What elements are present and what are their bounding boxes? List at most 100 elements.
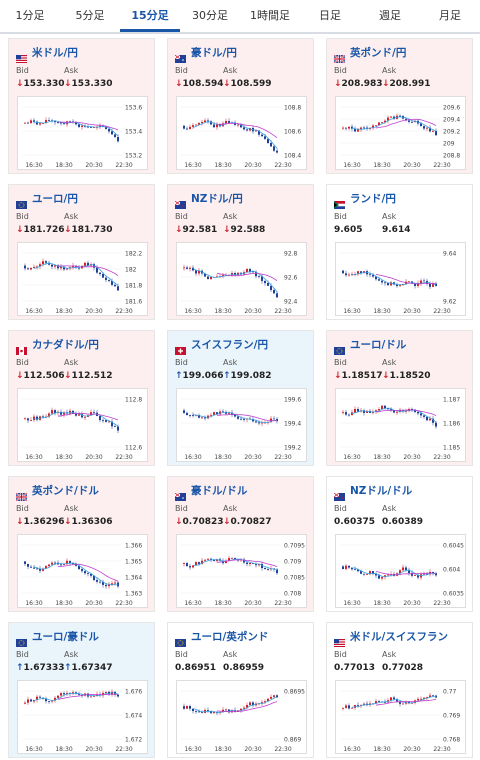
candle-body xyxy=(345,127,347,129)
candle-body xyxy=(402,567,404,571)
pair-name-link[interactable]: ユーロ/ドル xyxy=(350,338,407,351)
mini-chart[interactable]: 199.6 199.4 199.2 16:30 18:30 20:30 22:30 xyxy=(176,388,307,462)
pair-name-link[interactable]: ユーロ/豪ドル xyxy=(32,630,99,643)
mini-chart[interactable]: 0.8695 0.869 16:30 18:30 20:30 22:30 xyxy=(176,680,307,754)
candle-body xyxy=(384,575,386,578)
currency-card[interactable]: 英ポンド/ドル Bid Ask ↓1.36296 ↓1.36306 1.366 1.365 1… xyxy=(8,476,155,612)
x-tick-label: 22:30 xyxy=(433,454,450,461)
pair-name-link[interactable]: 英ポンド/円 xyxy=(350,46,407,59)
pair-name-link[interactable]: ユーロ/円 xyxy=(32,192,78,205)
ask-price: 1.18520 xyxy=(389,371,431,381)
candle-body xyxy=(54,562,56,564)
currency-card[interactable]: 英ポンド/円 Bid Ask ↓208.983 ↓208.991 209.6 209.4 20… xyxy=(326,38,473,174)
candlestick-chart: 0.7095 0.709 0.7085 0.708 16:30 18:30 20:30 22:… xyxy=(181,543,305,607)
tab-2[interactable]: 15分足 xyxy=(120,0,180,32)
mini-chart[interactable]: 153.6 153.4 153.2 16:30 18:30 20:30 22:30 xyxy=(17,96,148,170)
candle-body xyxy=(369,571,371,575)
x-tick-label: 18:30 xyxy=(373,746,390,753)
bid-price: 9.605 xyxy=(334,225,363,235)
x-tick-label: 16:30 xyxy=(184,746,201,753)
candle-body xyxy=(264,701,266,703)
candle-body xyxy=(39,568,41,571)
pair-name-link[interactable]: 豪ドル/ドル xyxy=(191,484,248,497)
candlestick-chart: 199.6 199.4 199.2 16:30 18:30 20:30 22:30 xyxy=(181,397,301,461)
tab-4[interactable]: 1時間足 xyxy=(250,9,290,22)
candle-body xyxy=(228,121,230,123)
card-title: 豪ドル/ドル xyxy=(174,483,248,501)
bid-label: Bid xyxy=(175,650,188,659)
candle-body xyxy=(276,293,278,298)
moving-average-long xyxy=(57,412,119,421)
candle-body xyxy=(33,120,35,122)
mini-chart[interactable]: 1.366 1.365 1.364 1.363 16:30 18:30 20:30 22:30 xyxy=(17,534,148,608)
candle-body xyxy=(396,699,398,702)
tab-5[interactable]: 日足 xyxy=(319,9,341,22)
currency-card[interactable]: NZドル/ドル Bid Ask 0.60375 0.60389 0.6045 0.604 0.… xyxy=(326,476,473,612)
candle-body xyxy=(225,560,227,564)
candle-body xyxy=(192,565,194,568)
ask-value: 9.614 xyxy=(382,225,410,235)
currency-card[interactable]: NZドル/円 Bid Ask ↓92.581 ↓92.588 92.8 92.6 92.4 16… xyxy=(167,184,314,320)
pair-name-link[interactable]: ランド/円 xyxy=(350,192,396,205)
candle-body xyxy=(384,120,386,123)
currency-card[interactable]: 豪ドル/ドル Bid Ask ↓0.70823 ↓0.70827 0.7095 0.709 0… xyxy=(167,476,314,612)
tab-6[interactable]: 週足 xyxy=(379,9,401,22)
candle-body xyxy=(414,574,416,576)
arrow-down-icon: ↓ xyxy=(64,225,72,235)
tab-0[interactable]: 1分足 xyxy=(15,9,45,22)
pair-name-link[interactable]: カナダドル/円 xyxy=(32,338,99,351)
currency-card[interactable]: 豪ドル/円 Bid Ask ↓108.594 ↓108.599 108.8 108.6 108… xyxy=(167,38,314,174)
currency-card[interactable]: ランド/円 Bid Ask 9.605 9.614 9.64 9.62 16:30 18:30 2… xyxy=(326,184,473,320)
mini-chart[interactable]: 9.64 9.62 16:30 18:30 20:30 22:30 xyxy=(335,242,466,316)
mini-chart[interactable]: 108.8 108.6 108.4 16:30 18:30 20:30 22:30 xyxy=(176,96,307,170)
candle-body xyxy=(414,409,416,412)
currency-card[interactable]: 米ドル/スイスフラン Bid Ask 0.77013 0.77028 0.77 0.769 0… xyxy=(326,622,473,758)
candle-body xyxy=(264,280,266,284)
mini-chart[interactable]: 0.7095 0.709 0.7085 0.708 16:30 18:30 20:30 22:… xyxy=(176,534,307,608)
moving-average-long xyxy=(216,122,278,139)
pair-name-link[interactable]: スイスフラン/円 xyxy=(191,338,269,351)
tab-1[interactable]: 5分足 xyxy=(75,9,105,22)
mini-chart[interactable]: 182.2 182 181.8 181.6 16:30 18:30 20:30 22:30 xyxy=(17,242,148,316)
currency-card[interactable]: ユーロ/豪ドル Bid Ask ↑1.67333 ↑1.67347 1.676 1.674 1… xyxy=(8,622,155,758)
tab-3[interactable]: 30分足 xyxy=(192,9,228,22)
currency-card[interactable]: ユーロ/ドル Bid Ask ↓1.18517 ↓1.18520 1.187 1.186 1.… xyxy=(326,330,473,466)
candle-body xyxy=(192,267,194,271)
tab-7[interactable]: 月足 xyxy=(439,9,461,22)
pair-name-link[interactable]: NZドル/ドル xyxy=(350,484,413,497)
candle-body xyxy=(183,125,185,129)
mini-chart[interactable]: 0.77 0.769 0.768 16:30 18:30 20:30 22:30 xyxy=(335,680,466,754)
mini-chart[interactable]: 92.8 92.6 92.4 16:30 18:30 20:30 22:30 xyxy=(176,242,307,316)
currency-card[interactable]: 米ドル/円 Bid Ask ↓153.330 ↓153.330 153.6 153.4 153… xyxy=(8,38,155,174)
candle-body xyxy=(36,121,38,125)
pair-name-link[interactable]: NZドル/円 xyxy=(191,192,243,205)
pair-name-link[interactable]: 米ドル/スイスフラン xyxy=(350,630,449,643)
candle-body xyxy=(384,702,386,703)
candle-body xyxy=(204,559,206,561)
pair-name-link[interactable]: 豪ドル/円 xyxy=(191,46,237,59)
mini-chart[interactable]: 112.8 112.6 16:30 18:30 20:30 22:30 xyxy=(17,388,148,462)
pair-name-link[interactable]: 米ドル/円 xyxy=(32,46,78,59)
mini-chart[interactable]: 1.676 1.674 1.672 16:30 18:30 20:30 22:30 xyxy=(17,680,148,754)
currency-card[interactable]: スイスフラン/円 Bid Ask ↑199.066 ↑199.082 199.6 199.4… xyxy=(167,330,314,466)
x-tick-label: 22:30 xyxy=(115,162,132,169)
candle-body xyxy=(93,264,95,268)
pair-name-link[interactable]: ユーロ/英ポンド xyxy=(191,630,269,643)
candle-body xyxy=(207,558,209,560)
candle-body xyxy=(357,704,359,706)
candle-body xyxy=(432,418,434,423)
currency-card[interactable]: ユーロ/円 Bid Ask ↓181.726 ↓181.730 182.2 182 181.8… xyxy=(8,184,155,320)
candle-body xyxy=(189,415,191,416)
flag-eu-icon xyxy=(16,194,27,209)
arrow-up-icon: ↑ xyxy=(64,663,72,673)
candle-body xyxy=(255,271,257,277)
currency-card[interactable]: ユーロ/英ポンド Bid Ask 0.86951 0.86959 0.8695 0.869 1… xyxy=(167,622,314,758)
candle-body xyxy=(381,577,383,579)
currency-card[interactable]: カナダドル/円 Bid Ask ↓112.506 ↓112.512 112.8 112.6 1… xyxy=(8,330,155,466)
pair-name-link[interactable]: 英ポンド/ドル xyxy=(32,484,99,497)
candle-body xyxy=(345,412,347,415)
mini-chart[interactable]: 0.6045 0.604 0.6035 16:30 18:30 20:30 22:30 xyxy=(335,534,466,608)
mini-chart[interactable]: 209.6 209.4 209.2 209 208.8 16:30 18:30 20:30 22… xyxy=(335,96,466,170)
moving-average-short xyxy=(192,696,278,714)
mini-chart[interactable]: 1.187 1.186 1.185 16:30 18:30 20:30 22:30 xyxy=(335,388,466,462)
